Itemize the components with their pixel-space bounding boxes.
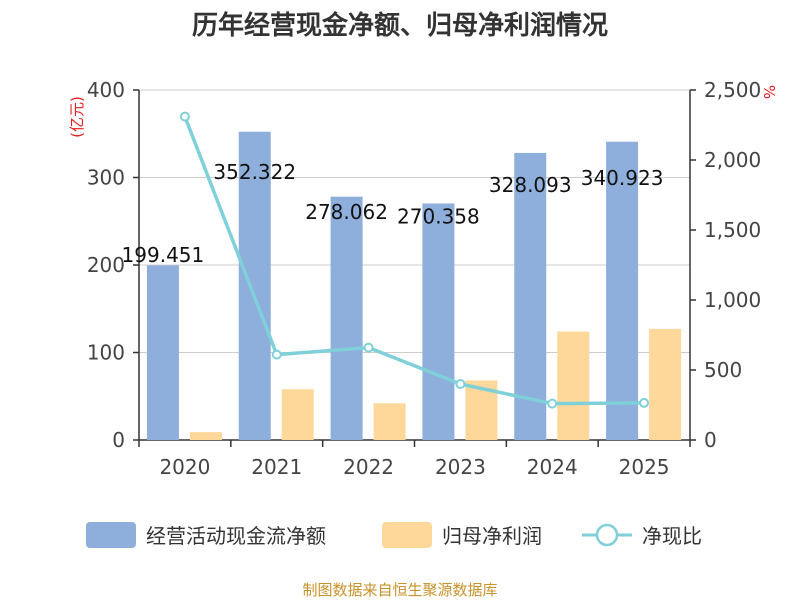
- legend-swatch-cashflow[interactable]: [86, 522, 136, 548]
- bar-netprofit[interactable]: [189, 432, 222, 440]
- source-note: 制图数据来自恒生聚源数据库: [302, 581, 497, 599]
- right-axis-ticks: 0 500 1,000 1,500 2,000 2,500: [690, 78, 761, 452]
- data-label-cashflow: 199.451: [122, 243, 205, 267]
- left-tick-label: 200: [87, 253, 125, 277]
- data-label-cashflow: 340.923: [581, 166, 664, 190]
- chart-title: 历年经营现金净额、归母净利润情况: [192, 10, 608, 41]
- left-tick-label: 400: [87, 78, 125, 102]
- ratio-line: [179, 111, 650, 409]
- right-tick-label: 1,000: [704, 288, 761, 312]
- x-tick-label: 2021: [251, 455, 302, 479]
- bar-netprofit[interactable]: [373, 403, 406, 440]
- data-label-cashflow: 352.322: [213, 160, 296, 184]
- ratio-point[interactable]: [179, 111, 190, 122]
- bar-netprofit[interactable]: [281, 389, 314, 440]
- bar-cashflow[interactable]: [330, 196, 363, 440]
- legend-label-ratio[interactable]: 净现比: [642, 524, 702, 548]
- data-label-cashflow: 328.093: [489, 173, 572, 197]
- ratio-polyline: [183, 115, 645, 406]
- legend: 经营活动现金流净额 归母净利润 净现比: [86, 522, 702, 548]
- bar-cashflow[interactable]: [146, 265, 179, 440]
- left-tick-label: 0: [112, 428, 125, 452]
- data-label-cashflow: 270.358: [397, 204, 480, 228]
- right-axis-unit: %: [760, 85, 778, 99]
- left-tick-label: 100: [87, 341, 125, 365]
- left-axis-ticks: 0 100 200 300 400: [87, 78, 139, 452]
- x-tick-label: 2025: [619, 455, 670, 479]
- right-tick-label: 2,000: [704, 148, 761, 172]
- x-tick-label: 2024: [527, 455, 578, 479]
- legend-marker-ratio[interactable]: [595, 523, 619, 547]
- bar-cashflow[interactable]: [422, 203, 455, 440]
- right-tick-label: 2,500: [704, 78, 761, 102]
- bar-cashflow[interactable]: [238, 131, 271, 440]
- x-tick-label: 2020: [159, 455, 210, 479]
- legend-swatch-netprofit[interactable]: [382, 522, 432, 548]
- left-axis-unit: (亿元): [68, 96, 86, 138]
- x-tick-label: 2022: [343, 455, 394, 479]
- right-tick-label: 0: [704, 428, 717, 452]
- x-tick-label: 2023: [435, 455, 486, 479]
- ratio-point[interactable]: [455, 379, 466, 389]
- left-tick-label: 300: [87, 166, 125, 190]
- bars: [146, 131, 682, 441]
- ratio-point[interactable]: [639, 397, 650, 408]
- data-labels: 199.451 352.322 278.062 270.358 328.093 340.9…: [122, 160, 664, 267]
- bar-netprofit[interactable]: [557, 331, 590, 441]
- bar-cashflow[interactable]: [514, 152, 547, 440]
- legend-label-cashflow[interactable]: 经营活动现金流净额: [146, 524, 326, 548]
- bar-netprofit[interactable]: [649, 328, 682, 440]
- legend-label-netprofit[interactable]: 归母净利润: [442, 524, 542, 548]
- ratio-point[interactable]: [271, 349, 282, 360]
- right-tick-label: 500: [704, 358, 742, 382]
- ratio-point[interactable]: [547, 398, 558, 409]
- x-axis-ticks: 2020 2021 2022 2023 2024 2025: [138, 440, 691, 479]
- data-label-cashflow: 278.062: [305, 200, 388, 224]
- grid-lines: [139, 89, 690, 353]
- ratio-point[interactable]: [363, 342, 374, 353]
- right-tick-label: 1,500: [704, 218, 761, 242]
- bar-cashflow[interactable]: [606, 141, 639, 440]
